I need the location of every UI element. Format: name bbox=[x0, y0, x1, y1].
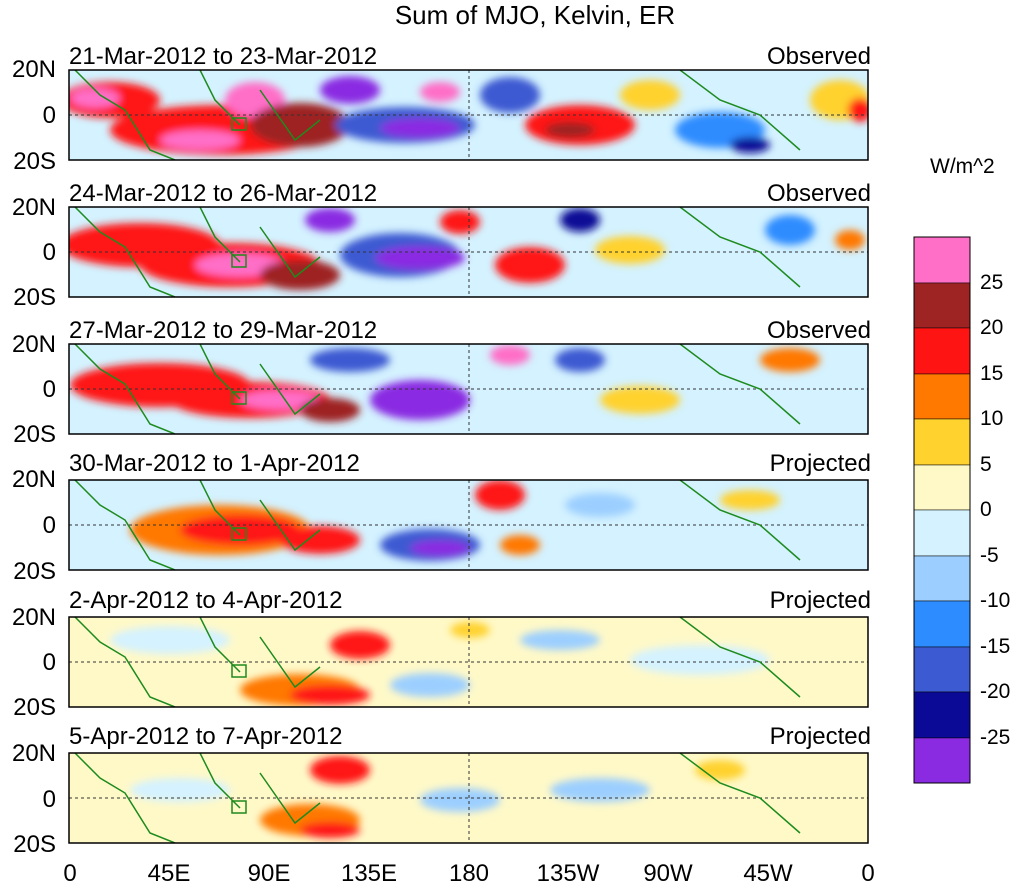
y-tick-label: 0 bbox=[42, 239, 56, 266]
x-tick-label: 0 bbox=[63, 860, 77, 887]
colorbar-swatch bbox=[913, 236, 971, 284]
colorbar-swatch bbox=[913, 600, 971, 648]
x-tick-label: 135W bbox=[536, 860, 600, 887]
panel-6-status: Projected bbox=[769, 723, 871, 750]
colorbar bbox=[913, 236, 971, 784]
colorbar-swatch bbox=[913, 646, 971, 693]
y-tick-label: 20S bbox=[13, 831, 56, 858]
x-tick-label: 90W bbox=[643, 860, 693, 887]
y-tick-label: 20S bbox=[13, 558, 56, 585]
panel-3-date-range: 27-Mar-2012 to 29-Mar-2012 bbox=[69, 317, 378, 344]
colorbar-swatch bbox=[913, 737, 971, 784]
y-tick-label: 20N bbox=[11, 466, 56, 493]
panel-5-status: Projected bbox=[769, 587, 871, 614]
panel-3-status: Observed bbox=[766, 317, 871, 344]
y-tick-label: 20N bbox=[11, 194, 56, 221]
panel-1-map bbox=[69, 70, 868, 160]
y-tick-label: 20N bbox=[11, 740, 56, 767]
y-tick-label: 20S bbox=[13, 694, 56, 721]
colorbar-swatch bbox=[913, 418, 971, 466]
panel-4-status: Projected bbox=[769, 450, 871, 477]
panel-4-map bbox=[69, 480, 868, 570]
colorbar-label: -5 bbox=[980, 544, 999, 567]
x-tick-label: 135E bbox=[340, 860, 398, 887]
y-tick-label: 0 bbox=[42, 512, 56, 539]
colorbar-label: 0 bbox=[980, 498, 992, 521]
y-tick-label: 0 bbox=[42, 786, 56, 813]
chart-title: Sum of MJO, Kelvin, ER bbox=[394, 0, 676, 30]
colorbar-swatch bbox=[913, 691, 971, 739]
colorbar-label: 5 bbox=[980, 453, 992, 476]
y-tick-label: 20N bbox=[11, 331, 56, 358]
y-tick-label: 20S bbox=[13, 148, 56, 175]
colorbar-swatch bbox=[913, 327, 971, 375]
panel-4-date-range: 30-Mar-2012 to 1-Apr-2012 bbox=[69, 450, 360, 477]
colorbar-label: -10 bbox=[980, 589, 1011, 612]
x-tick-label: 45W bbox=[743, 860, 793, 887]
colorbar-swatch bbox=[913, 464, 971, 511]
y-tick-label: 20N bbox=[11, 56, 56, 83]
y-tick-label: 0 bbox=[42, 376, 56, 403]
y-tick-label: 0 bbox=[42, 649, 56, 676]
colorbar-units: W/m^2 bbox=[930, 155, 995, 178]
colorbar-label: -15 bbox=[980, 635, 1011, 658]
x-tick-label: 0 bbox=[861, 860, 875, 887]
colorbar-label: 25 bbox=[980, 271, 1004, 294]
panel-5-map bbox=[69, 617, 868, 707]
panel-2-map bbox=[69, 207, 868, 297]
colorbar-swatch bbox=[913, 555, 971, 602]
panel-1-status: Observed bbox=[766, 43, 871, 70]
colorbar-swatch bbox=[913, 509, 971, 557]
colorbar-label: -20 bbox=[980, 680, 1011, 703]
panel-3-map bbox=[69, 344, 868, 434]
x-tick-label: 180 bbox=[448, 860, 490, 887]
panel-5-date-range: 2-Apr-2012 to 4-Apr-2012 bbox=[69, 587, 343, 614]
x-tick-label: 90E bbox=[247, 860, 291, 887]
panel-6-map bbox=[69, 753, 868, 843]
colorbar-label: 15 bbox=[980, 362, 1004, 385]
panel-1-date-range: 21-Mar-2012 to 23-Mar-2012 bbox=[69, 43, 378, 70]
colorbar-label: -25 bbox=[980, 726, 1011, 749]
colorbar-swatch bbox=[913, 282, 971, 329]
y-tick-label: 0 bbox=[42, 102, 56, 129]
y-tick-label: 20N bbox=[11, 604, 56, 631]
y-tick-label: 20S bbox=[13, 421, 56, 448]
colorbar-label: 20 bbox=[980, 316, 1004, 339]
y-tick-label: 20S bbox=[13, 284, 56, 311]
panel-6-date-range: 5-Apr-2012 to 7-Apr-2012 bbox=[69, 723, 343, 750]
colorbar-label: 10 bbox=[980, 407, 1004, 430]
colorbar-swatch bbox=[913, 373, 971, 420]
x-tick-label: 45E bbox=[147, 860, 191, 887]
panel-2-status: Observed bbox=[766, 180, 871, 207]
panel-2-date-range: 24-Mar-2012 to 26-Mar-2012 bbox=[69, 180, 378, 207]
